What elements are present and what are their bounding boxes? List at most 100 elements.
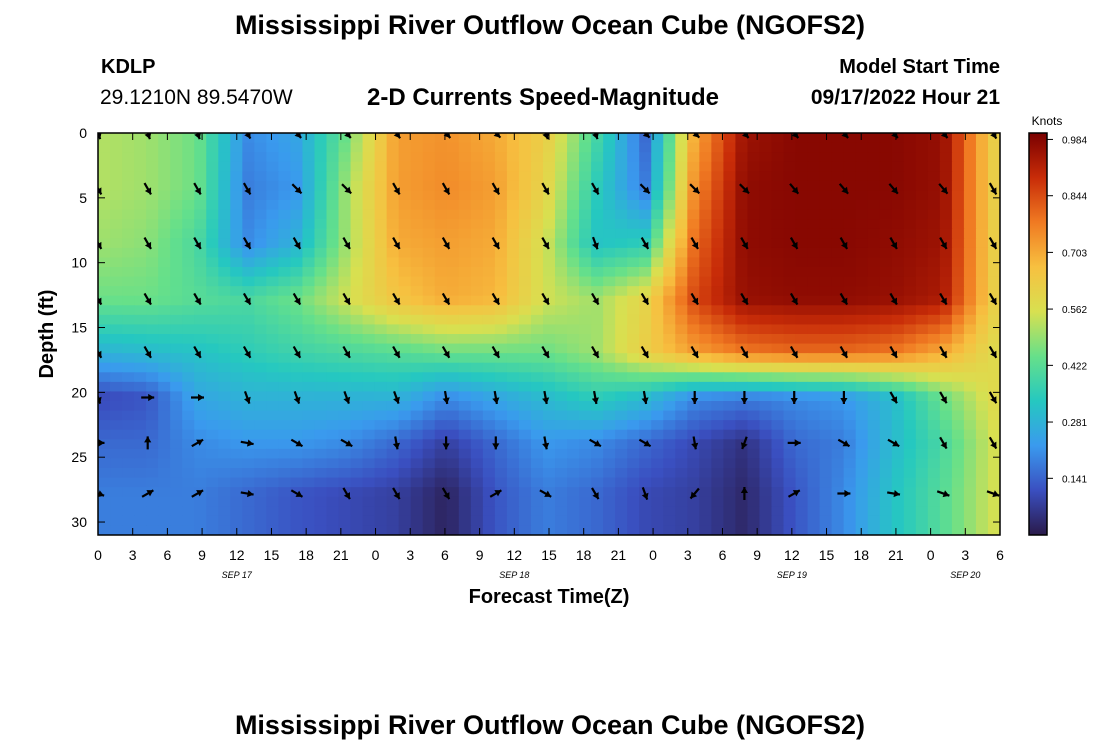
heatmap-cell xyxy=(506,142,520,153)
heatmap-cell xyxy=(386,429,400,440)
heatmap-cell xyxy=(975,401,989,412)
heatmap-cell xyxy=(891,247,905,259)
heatmap-cell xyxy=(975,219,989,230)
heatmap-cell xyxy=(903,267,917,278)
heatmap-cell xyxy=(314,334,328,345)
heatmap-cell xyxy=(963,238,977,249)
heatmap-cell xyxy=(843,362,857,373)
heatmap-cell xyxy=(819,391,833,402)
heatmap-cell xyxy=(458,458,472,469)
heatmap-cell xyxy=(783,362,797,373)
heatmap-cell xyxy=(723,190,737,201)
heatmap-cell xyxy=(530,314,544,326)
heatmap-cell xyxy=(627,180,640,192)
heatmap-cell xyxy=(867,324,881,335)
heatmap-cell xyxy=(362,468,376,479)
heatmap-cell xyxy=(579,247,592,259)
heatmap-cell xyxy=(987,477,1000,488)
heatmap-cell xyxy=(699,401,712,412)
current-vector xyxy=(492,436,500,450)
heatmap-cell xyxy=(158,515,171,527)
heatmap-cell xyxy=(639,420,652,431)
heatmap-cell xyxy=(591,267,604,278)
heatmap-cell xyxy=(687,200,700,211)
heatmap-cell xyxy=(699,314,712,326)
heatmap-cell xyxy=(771,391,785,402)
heatmap-cell xyxy=(843,391,857,402)
heatmap-cell xyxy=(603,209,616,220)
heatmap-cell xyxy=(410,152,424,163)
current-vector xyxy=(141,489,154,498)
heatmap-cell xyxy=(518,515,532,527)
heatmap-cell xyxy=(242,267,255,278)
heatmap-cell xyxy=(254,343,267,354)
heatmap-cell xyxy=(711,334,724,345)
heatmap-cell xyxy=(98,477,111,488)
heatmap-cell xyxy=(482,228,496,239)
heatmap-cell xyxy=(711,295,724,306)
heatmap-cell xyxy=(663,525,676,535)
heatmap-cell xyxy=(122,496,135,507)
heatmap-cell xyxy=(843,324,857,335)
heatmap-cell xyxy=(699,496,712,507)
heatmap-cell xyxy=(567,381,580,393)
heatmap-cell xyxy=(266,276,279,287)
heatmap-cell xyxy=(422,267,436,278)
heatmap-cell xyxy=(855,401,869,412)
heatmap-cell xyxy=(290,209,304,220)
heatmap-cell xyxy=(687,353,700,364)
heatmap-cell xyxy=(218,468,231,479)
heatmap-cell xyxy=(663,314,676,326)
heatmap-cell xyxy=(242,525,255,535)
heatmap-cell xyxy=(110,324,123,335)
heatmap-cell xyxy=(975,496,989,507)
heatmap-cell xyxy=(518,420,532,431)
heatmap-cell xyxy=(927,219,941,230)
current-vector xyxy=(640,237,650,250)
heatmap-cell xyxy=(987,353,1000,364)
heatmap-cell xyxy=(410,286,424,297)
heatmap-cell xyxy=(867,477,881,488)
x-tick-label: 18 xyxy=(298,547,314,563)
heatmap-cell xyxy=(831,190,845,201)
heatmap-cell xyxy=(555,391,568,402)
heatmap-cell xyxy=(350,477,364,488)
heatmap-cell xyxy=(218,142,231,153)
heatmap-cell xyxy=(446,391,460,402)
heatmap-cell xyxy=(338,152,352,163)
heatmap-cell xyxy=(266,257,279,268)
heatmap-cell xyxy=(482,381,496,393)
heatmap-cell xyxy=(362,142,376,153)
heatmap-cell xyxy=(891,372,905,383)
heatmap-cell xyxy=(651,487,664,498)
heatmap-cell xyxy=(110,439,123,450)
heatmap-cell xyxy=(494,401,508,412)
heatmap-cell xyxy=(470,257,484,268)
heatmap-cell xyxy=(867,295,881,306)
heatmap-cell xyxy=(278,314,292,326)
heatmap-cell xyxy=(879,515,893,527)
heatmap-cell xyxy=(158,334,171,345)
heatmap-cell xyxy=(987,372,1000,383)
heatmap-cell xyxy=(302,295,316,306)
heatmap-cell xyxy=(963,190,977,201)
heatmap-cell xyxy=(98,487,111,498)
heatmap-cell xyxy=(567,305,580,316)
heatmap-cell xyxy=(494,305,508,316)
heatmap-cell xyxy=(627,496,640,507)
heatmap-cell xyxy=(651,286,664,297)
current-vector xyxy=(143,345,152,359)
heatmap-cell xyxy=(807,525,821,535)
heatmap-cell xyxy=(434,420,448,431)
heatmap-cell xyxy=(374,142,388,153)
x-tick-label: 0 xyxy=(927,547,935,563)
heatmap-cell xyxy=(879,190,893,201)
heatmap-cell xyxy=(278,152,292,163)
x-tick-label: 21 xyxy=(888,547,904,563)
heatmap-cell xyxy=(254,362,267,373)
heatmap-cell xyxy=(627,334,640,345)
heatmap-cell xyxy=(170,391,183,402)
date-label: SEP 17 xyxy=(222,570,253,580)
heatmap-cell xyxy=(530,458,544,469)
heatmap-cell xyxy=(855,247,869,259)
